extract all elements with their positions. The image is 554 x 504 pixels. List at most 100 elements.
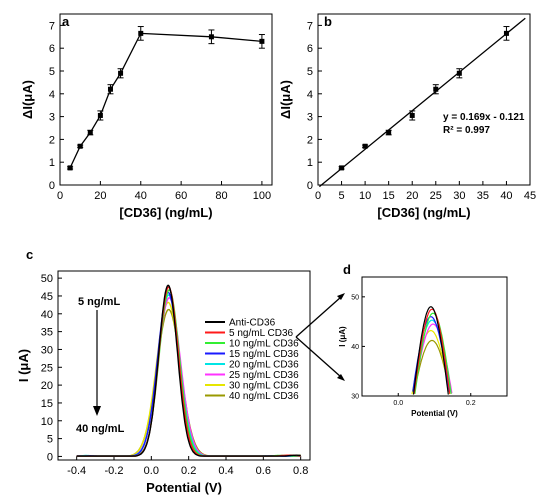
legend-label: 10 ng/mL CD36: [229, 339, 299, 350]
plot-frame: [361, 276, 508, 397]
data-point: [67, 165, 73, 171]
callout-arrow-upper-head: [337, 293, 345, 300]
x-tick-label: 10: [359, 190, 371, 202]
annotation-5ng: 5 ng/mL: [78, 296, 120, 308]
dpv-curve-zoom: [412, 306, 449, 395]
legend-label: 40 ng/mL CD36: [229, 391, 299, 402]
x-tick-label: 20: [406, 190, 418, 202]
x-tick-label: 45: [524, 190, 536, 202]
fit-equation: y = 0.169x - 0.121: [443, 112, 525, 123]
x-tick-label: -0.2: [105, 465, 124, 477]
data-point: [138, 30, 144, 36]
y-tick-label: 1: [307, 157, 313, 169]
y-tick-label: 4: [307, 89, 313, 101]
plot-frame: [317, 13, 531, 186]
data-point: [503, 30, 509, 36]
data-point: [77, 143, 83, 149]
y-tick-label: 50: [41, 273, 53, 285]
y-tick-label: 1: [49, 157, 55, 169]
dpv-curve-zoom: [414, 312, 452, 394]
series-line: [69, 32, 262, 169]
legend-label: Anti-CD36: [229, 318, 276, 329]
x-tick-label: 0.8: [293, 465, 308, 477]
x-tick-label: 0.2: [181, 465, 196, 477]
panel-label-c: c: [26, 247, 33, 262]
x-tick-label: 0.4: [218, 465, 233, 477]
x-axis-label: [CD36] (ng/mL): [119, 205, 212, 220]
y-tick-label: 20: [41, 380, 53, 392]
y-tick-label: 0: [49, 180, 55, 192]
y-tick-label: 7: [49, 20, 55, 32]
data-point: [208, 34, 214, 40]
data-point: [259, 38, 265, 44]
y-tick-label: 40: [351, 344, 359, 351]
dpv-curve-zoom: [413, 308, 451, 394]
x-axis-label: Potential (V): [146, 480, 222, 495]
callout-arrow-lower: [295, 336, 342, 378]
y-tick-label: 0: [307, 180, 313, 192]
concentration-arrow-head: [93, 406, 101, 416]
x-tick-label: 5: [338, 190, 344, 202]
data-point: [118, 70, 124, 76]
panel-label-d: d: [343, 262, 351, 277]
y-tick-label: 7: [307, 20, 313, 32]
y-tick-label: 3: [49, 112, 55, 124]
legend-label: 20 ng/mL CD36: [229, 360, 299, 371]
panel-label-a: a: [62, 14, 70, 29]
data-point: [87, 130, 93, 136]
dpv-curve: [76, 284, 301, 457]
y-tick-label: 6: [49, 43, 55, 55]
y-tick-label: 2: [49, 134, 55, 146]
x-tick-label: 20: [94, 190, 106, 202]
y-tick-label: 10: [41, 416, 53, 428]
y-axis-label: I (μA): [338, 326, 347, 347]
fit-line: [319, 17, 526, 188]
y-axis-label: ΔI(μA): [278, 80, 293, 119]
y-tick-label: 45: [41, 291, 53, 303]
plot-frame: [59, 13, 273, 186]
data-point: [456, 70, 462, 76]
x-tick-label: 40: [500, 190, 512, 202]
x-tick-label: 30: [453, 190, 465, 202]
x-tick-label: 25: [430, 190, 442, 202]
y-tick-label: 30: [41, 344, 53, 356]
y-tick-label: 3: [307, 112, 313, 124]
plot-frame: [57, 270, 311, 461]
legend-label: 30 ng/mL CD36: [229, 381, 299, 392]
x-tick-label: 60: [175, 190, 187, 202]
y-tick-label: 35: [41, 327, 53, 339]
y-tick-label: 4: [49, 89, 55, 101]
y-tick-label: 40: [41, 309, 53, 321]
x-axis-label: Potential (V): [411, 409, 458, 418]
y-tick-label: 15: [41, 398, 53, 410]
y-tick-label: 5: [47, 434, 53, 446]
data-point: [386, 130, 392, 136]
data-point: [409, 112, 415, 118]
legend-label: 25 ng/mL CD36: [229, 370, 299, 381]
callout-arrow-upper: [295, 296, 342, 338]
y-tick-label: 50: [351, 294, 359, 301]
y-tick-label: 30: [351, 394, 359, 401]
y-axis-label: ΔI(μA): [20, 80, 35, 119]
annotation-40ng: 40 ng/mL: [76, 423, 125, 435]
data-point: [433, 86, 439, 92]
x-tick-label: 15: [383, 190, 395, 202]
legend-label: 15 ng/mL CD36: [229, 349, 299, 360]
y-tick-label: 6: [307, 43, 313, 55]
x-tick-label: 40: [135, 190, 147, 202]
y-axis-label: I (μA): [16, 349, 31, 382]
dpv-curve-zoom: [412, 316, 450, 392]
x-tick-label: 0: [57, 190, 63, 202]
data-point: [97, 112, 103, 118]
x-tick-label: 80: [215, 190, 227, 202]
x-axis-label: [CD36] (ng/mL): [377, 205, 470, 220]
data-point: [107, 86, 113, 92]
y-tick-label: 25: [41, 362, 53, 374]
legend-label: 5 ng/mL CD36: [229, 328, 294, 339]
y-tick-label: 2: [307, 134, 313, 146]
data-point: [339, 165, 345, 171]
x-tick-label: 35: [477, 190, 489, 202]
panel-label-b: b: [324, 14, 332, 29]
fit-r-squared: R² = 0.997: [443, 125, 490, 136]
